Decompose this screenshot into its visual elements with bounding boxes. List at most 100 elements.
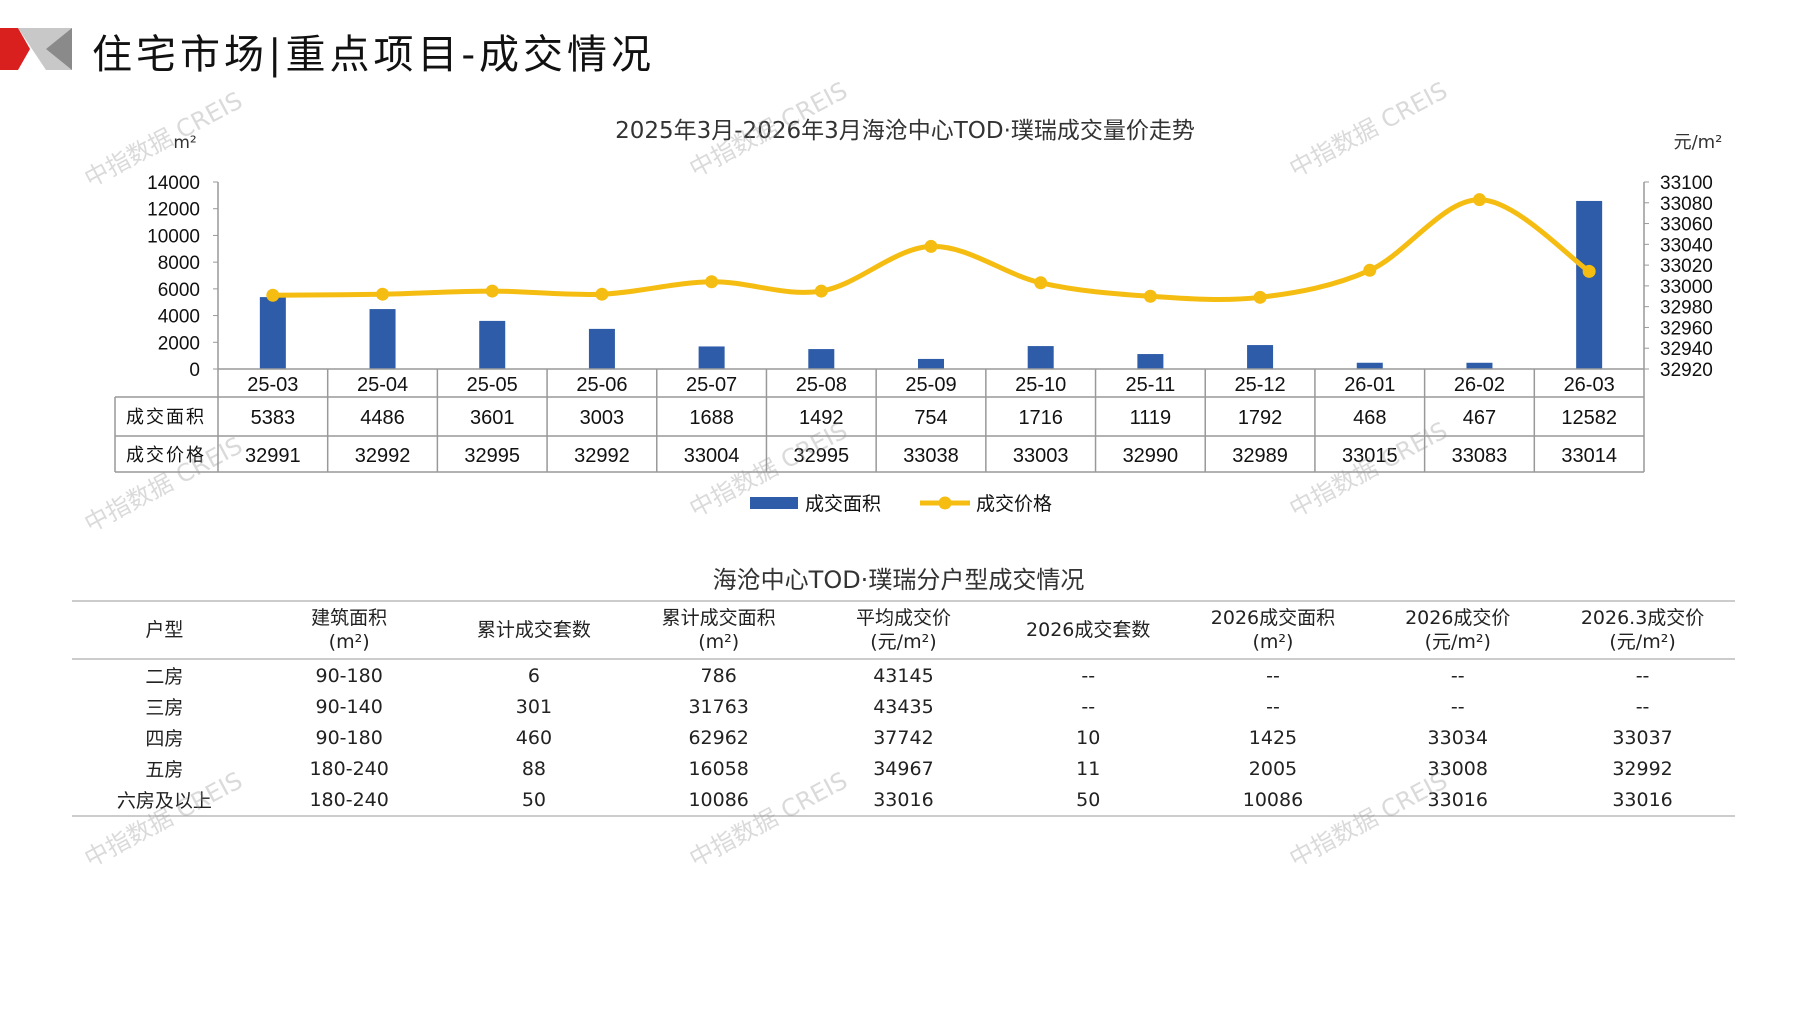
category-label: 25-06 bbox=[576, 374, 627, 396]
price-point-25-07 bbox=[705, 275, 719, 289]
bar-25-09 bbox=[918, 358, 944, 369]
bar-25-10 bbox=[1027, 346, 1054, 369]
price-value: 33038 bbox=[903, 445, 959, 467]
table-cell: 43435 bbox=[873, 695, 934, 718]
row-label-area: 成交面积 bbox=[126, 407, 206, 428]
price-point-25-06 bbox=[595, 287, 609, 301]
area-value: 468 bbox=[1353, 407, 1386, 429]
price-point-25-04 bbox=[376, 287, 390, 301]
category-label: 25-12 bbox=[1234, 374, 1285, 396]
column-header-line: 2026成交套数 bbox=[1026, 619, 1151, 641]
table-row: 五房 180-240 88 16058 34967 11 2005 33008 32992 bbox=[72, 753, 1735, 784]
legend-bar-swatch bbox=[750, 497, 798, 509]
table-cell: 460 bbox=[515, 726, 553, 749]
table-cell: 16058 bbox=[688, 757, 749, 780]
left-tick-label: 2000 bbox=[158, 333, 200, 354]
column-header: 累计成交套数 bbox=[441, 600, 627, 660]
price-value: 33015 bbox=[1342, 445, 1398, 467]
category-label: 25-03 bbox=[247, 374, 298, 396]
bar-25-03 bbox=[259, 297, 286, 369]
price-point-26-02 bbox=[1472, 193, 1486, 207]
column-header-line: 2026成交面积 bbox=[1210, 607, 1336, 629]
table-cell: 62962 bbox=[688, 726, 749, 749]
table-cell: 1425 bbox=[1248, 726, 1298, 749]
table-cell: 四房 bbox=[145, 728, 184, 750]
table-cell: 11 bbox=[1076, 757, 1101, 780]
bar-26-01 bbox=[1356, 362, 1383, 369]
area-value: 1792 bbox=[1238, 407, 1283, 429]
table-cell: 180-240 bbox=[309, 757, 389, 780]
table-cell: 90-180 bbox=[315, 726, 383, 749]
table-cell: 6 bbox=[527, 664, 540, 687]
table-cell: 六房及以上 bbox=[72, 784, 257, 817]
bar-26-03 bbox=[1576, 200, 1603, 369]
column-header: 2026成交面积 (m²) bbox=[1180, 600, 1366, 660]
table-cell: 二房 bbox=[145, 666, 184, 688]
column-header-line: 2026成交价 bbox=[1405, 607, 1511, 629]
area-value: 1119 bbox=[1130, 407, 1172, 429]
bar-25-04 bbox=[369, 309, 396, 369]
column-header: 2026.3成交价 (元/m²) bbox=[1550, 600, 1735, 660]
bar-26-02 bbox=[1466, 362, 1493, 369]
table-cell: -- bbox=[1635, 664, 1650, 687]
column-header: 建筑面积 (m²) bbox=[256, 600, 442, 660]
table-cell: 180-240 bbox=[256, 784, 442, 817]
right-axis-unit: 元/m² bbox=[1674, 132, 1723, 153]
area-value: 3601 bbox=[470, 407, 515, 429]
area-value: 1688 bbox=[689, 407, 734, 429]
table-row: 六房及以上 180-240 50 10086 33016 50 10086 33016 3301… bbox=[72, 784, 1735, 817]
bar-25-12 bbox=[1247, 345, 1274, 369]
price-value: 32995 bbox=[793, 445, 849, 467]
category-label: 25-04 bbox=[357, 374, 408, 396]
table-cell: 50 bbox=[995, 784, 1181, 817]
price-value: 32995 bbox=[464, 445, 520, 467]
category-label: 26-01 bbox=[1344, 374, 1395, 396]
column-header-line: 2026.3成交价 bbox=[1580, 607, 1705, 629]
price-point-25-12 bbox=[1253, 290, 1267, 304]
right-tick-label: 33080 bbox=[1660, 194, 1713, 215]
area-value: 5383 bbox=[251, 407, 296, 429]
table-cell: 786 bbox=[700, 664, 737, 687]
price-value: 32990 bbox=[1123, 445, 1179, 467]
bar-25-11 bbox=[1137, 354, 1164, 369]
column-header-line: (元/m²) bbox=[1609, 631, 1676, 653]
page-title: 住宅市场|重点项目-成交情况 bbox=[92, 32, 655, 78]
table-row: 二房 90-180 6 786 43145 -- -- -- -- bbox=[72, 659, 1735, 691]
right-tick-label: 33060 bbox=[1660, 215, 1713, 236]
table-cell: -- bbox=[1081, 664, 1096, 687]
bar-25-07 bbox=[698, 346, 725, 369]
category-label: 25-08 bbox=[796, 374, 847, 396]
column-header-line: (m²) bbox=[328, 631, 370, 653]
table-cell: 50 bbox=[441, 784, 627, 817]
column-header-line: 累计成交套数 bbox=[476, 619, 591, 641]
row-label-price: 成交价格 bbox=[126, 445, 206, 466]
right-tick-label: 33020 bbox=[1660, 256, 1713, 277]
column-header: 户型 bbox=[72, 600, 257, 660]
left-tick-label: 8000 bbox=[158, 253, 200, 274]
area-value: 12582 bbox=[1561, 407, 1617, 429]
right-tick-label: 32960 bbox=[1660, 318, 1713, 339]
chart-title: 2025年3月-2026年3月海沧中心TOD·璞瑞成交量价走势 bbox=[615, 118, 1195, 144]
table-cell: -- bbox=[1081, 695, 1096, 718]
left-axis-unit: m² bbox=[173, 133, 196, 153]
table-cell: 90-180 bbox=[315, 664, 383, 687]
table-cell: 33016 bbox=[811, 784, 996, 817]
price-value: 33004 bbox=[684, 445, 740, 467]
column-header: 2026成交价 (元/m²) bbox=[1365, 600, 1551, 660]
table-cell: 43145 bbox=[873, 664, 934, 687]
legend-line-marker bbox=[938, 496, 952, 510]
bar-25-06 bbox=[588, 328, 615, 369]
column-header: 平均成交价 (元/m²) bbox=[811, 600, 996, 660]
table-cell: -- bbox=[1635, 695, 1650, 718]
table-cell: 90-140 bbox=[315, 695, 383, 718]
left-tick-label: 12000 bbox=[147, 200, 200, 221]
price-value: 32991 bbox=[245, 445, 301, 467]
price-point-25-09 bbox=[924, 239, 938, 253]
table-cell: 88 bbox=[521, 757, 546, 780]
table-title: 海沧中心TOD·璞瑞分户型成交情况 bbox=[712, 566, 1085, 594]
price-value: 33083 bbox=[1452, 445, 1508, 467]
left-tick-label: 14000 bbox=[147, 173, 200, 194]
table-cell: 10086 bbox=[1180, 784, 1366, 817]
table-cell: 33016 bbox=[1550, 784, 1735, 817]
area-value: 1716 bbox=[1018, 407, 1063, 429]
